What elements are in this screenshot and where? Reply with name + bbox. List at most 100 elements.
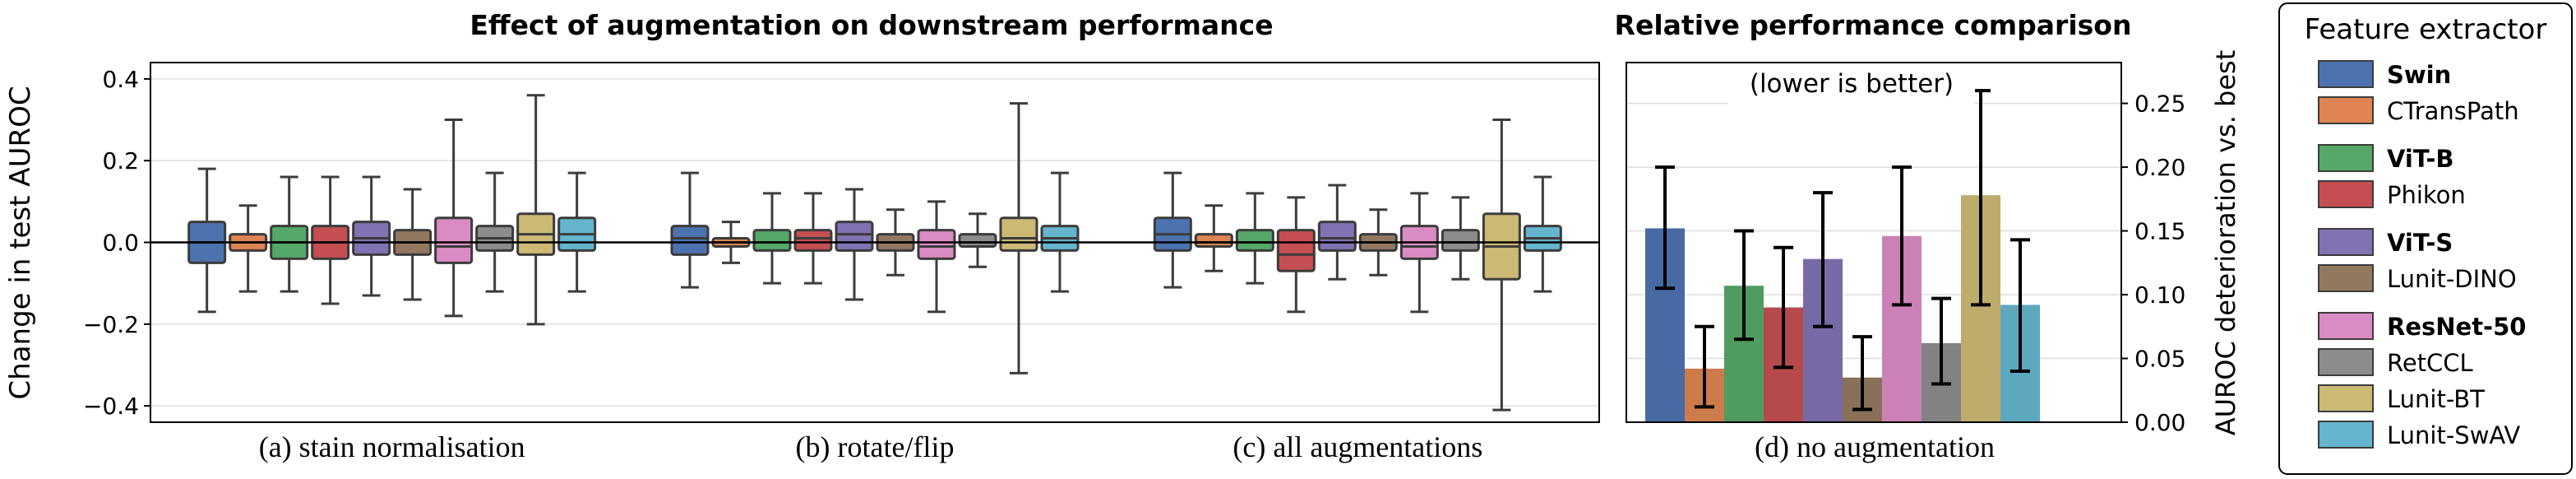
bar-retccl [1922, 296, 1961, 422]
bar-y-tick-label: 0.20 [2134, 154, 2185, 181]
legend-item-lunit-dino-label: Lunit-DINO [2387, 265, 2517, 293]
box-3-lunit-swav [1523, 175, 1562, 293]
box-3-vit-b-iqr [1235, 229, 1274, 252]
legend-item-lunit-dino-swatch [2318, 264, 2374, 292]
box-3-vit-s-iqr [1317, 221, 1357, 252]
box-2-lunit-bt [999, 102, 1038, 374]
box-y-tick-label: 0.2 [102, 147, 139, 174]
legend-title: Feature extractor [2305, 13, 2547, 46]
box-2-retccl [958, 212, 997, 268]
box-plot-panel: Effect of augmentation on downstream per… [4, 9, 1600, 463]
bar-vit-s [1803, 191, 1843, 422]
bar-phikon [1764, 245, 1803, 422]
legend-item-lunit-swav-swatch [2318, 421, 2374, 449]
box-2-resnet-50-iqr [917, 229, 956, 260]
box-3-vit-s [1317, 184, 1357, 281]
bar-y-axis-label: AUROC deterioration vs. best [2210, 50, 2241, 436]
box-1-swin [187, 167, 227, 314]
box-2-resnet-50 [917, 200, 956, 314]
bar-y-tick-label: 0.00 [2134, 409, 2185, 436]
group-label-a-stain-normalisation: (a) stain normalisation [259, 430, 525, 463]
legend-item-lunit-bt-swatch [2318, 384, 2374, 412]
box-1-vit-s [352, 175, 391, 297]
box-plot-frame [150, 62, 1600, 423]
bar-swin [1645, 165, 1685, 422]
legend-item-lunit-swav-label: Lunit-SwAV [2387, 421, 2520, 449]
bar-ctranspath [1685, 324, 1724, 422]
legend-item-resnet-50: ResNet-50 [2318, 312, 2526, 341]
bar-lunit-swav [2000, 238, 2040, 422]
legend-item-ctranspath-label: CTransPath [2387, 97, 2519, 125]
legend-item-vit-s-label: ViT-S [2387, 229, 2453, 257]
legend-item-retccl: RetCCL [2318, 348, 2473, 377]
annotation-backdrop [1728, 63, 1975, 105]
box-3-vit-b [1235, 192, 1274, 285]
legend-item-phikon-swatch [2318, 180, 2374, 208]
legend-item-resnet-50-label: ResNet-50 [2387, 313, 2526, 341]
box-2-vit-s-iqr [835, 221, 874, 252]
legend-item-ctranspath-swatch [2318, 96, 2374, 124]
bar-vit-b [1724, 229, 1764, 422]
box-y-tick-label: 0.4 [102, 66, 139, 93]
box-2-lunit-swav [1040, 171, 1080, 293]
box-2-vit-s [835, 188, 874, 301]
box-3-swin [1153, 171, 1192, 289]
box-y-axis-label: Change in test AUROC [4, 86, 37, 399]
legend-item-swin: Swin [2318, 60, 2451, 89]
bar-y-ticks: 0.00 0.05 0.10 0.15 0.20 0.25 [2121, 91, 2185, 436]
box-2-retccl-iqr [958, 233, 997, 248]
legend-item-vit-s-swatch [2318, 228, 2374, 256]
box-2-vit-b [752, 192, 792, 285]
box-2-vit-b-iqr [752, 229, 792, 252]
legend-item-vit-s: ViT-S [2318, 228, 2453, 257]
bar-chart-panel: Relative performance comparison AUROC de… [1615, 9, 2241, 463]
box-chart-title: Effect of augmentation on downstream per… [469, 9, 1273, 41]
box-3-lunit-bt [1482, 119, 1521, 412]
bar-resnet-50 [1882, 165, 1922, 422]
legend-item-lunit-bt: Lunit-BT [2318, 384, 2485, 413]
box-3-resnet-50 [1399, 192, 1439, 314]
box-1-ctranspath [229, 204, 268, 293]
box-1-lunit-dino [393, 188, 432, 301]
box-3-ctranspath [1194, 204, 1233, 272]
box-3-retccl [1441, 196, 1480, 281]
box-1-phikon [311, 175, 350, 305]
legend-item-phikon-label: Phikon [2387, 181, 2466, 209]
box-y-tick-label: −0.2 [83, 311, 139, 338]
bar-y-tick-label: 0.15 [2134, 218, 2185, 245]
legend-item-phikon: Phikon [2318, 180, 2466, 209]
box-2-swin [670, 171, 710, 289]
box-1-lunit-bt [516, 94, 556, 326]
bar-y-tick-label: 0.25 [2134, 91, 2185, 118]
legend-item-swin-swatch [2318, 60, 2374, 88]
legend-items: Swin CTransPath ViT-B Phikon ViT-S Lunit-DINO… [2318, 60, 2526, 449]
box-y-tick-label: 0.0 [102, 230, 139, 257]
legend-item-lunit-swav: Lunit-SwAV [2318, 421, 2520, 449]
bar-y-tick-label: 0.05 [2134, 346, 2185, 373]
legend-item-vit-b-swatch [2318, 144, 2374, 172]
legend-item-resnet-50-swatch [2318, 312, 2374, 340]
box-1-vit-b [270, 175, 309, 293]
legend-item-ctranspath: CTransPath [2318, 96, 2519, 125]
group-label-c-all-augmentations: (c) all augmentations [1233, 430, 1482, 463]
legend: Feature extractor Swin CTransPath ViT-B Phi… [2278, 2, 2573, 475]
group-label-b-rotate-flip: (b) rotate/flip [796, 430, 955, 463]
lower-is-better-annotation: (lower is better) [1750, 69, 1954, 99]
legend-item-vit-b-label: ViT-B [2387, 145, 2454, 173]
bar-x-axis-label: (d) no augmentation [1755, 430, 1995, 463]
box-1-resnet-50-iqr [434, 216, 474, 264]
box-2-swin-iqr [670, 225, 710, 256]
box-3-phikon-iqr [1276, 229, 1316, 272]
bar-lunit-bt [1961, 89, 2000, 422]
box-2-phikon [793, 192, 833, 285]
bar-lunit-dino [1843, 335, 1882, 422]
bar-y-tick-label: 0.10 [2134, 281, 2185, 309]
legend-item-retccl-label: RetCCL [2387, 349, 2473, 377]
legend-item-lunit-bt-label: Lunit-BT [2387, 385, 2485, 413]
legend-item-vit-b: ViT-B [2318, 144, 2454, 173]
box-y-ticks: −0.4 −0.2 0.0 0.2 0.4 [83, 66, 150, 420]
box-1-lunit-swav [557, 171, 597, 293]
box-2-lunit-bt-iqr [999, 216, 1038, 252]
box-3-retccl-iqr [1441, 229, 1480, 252]
